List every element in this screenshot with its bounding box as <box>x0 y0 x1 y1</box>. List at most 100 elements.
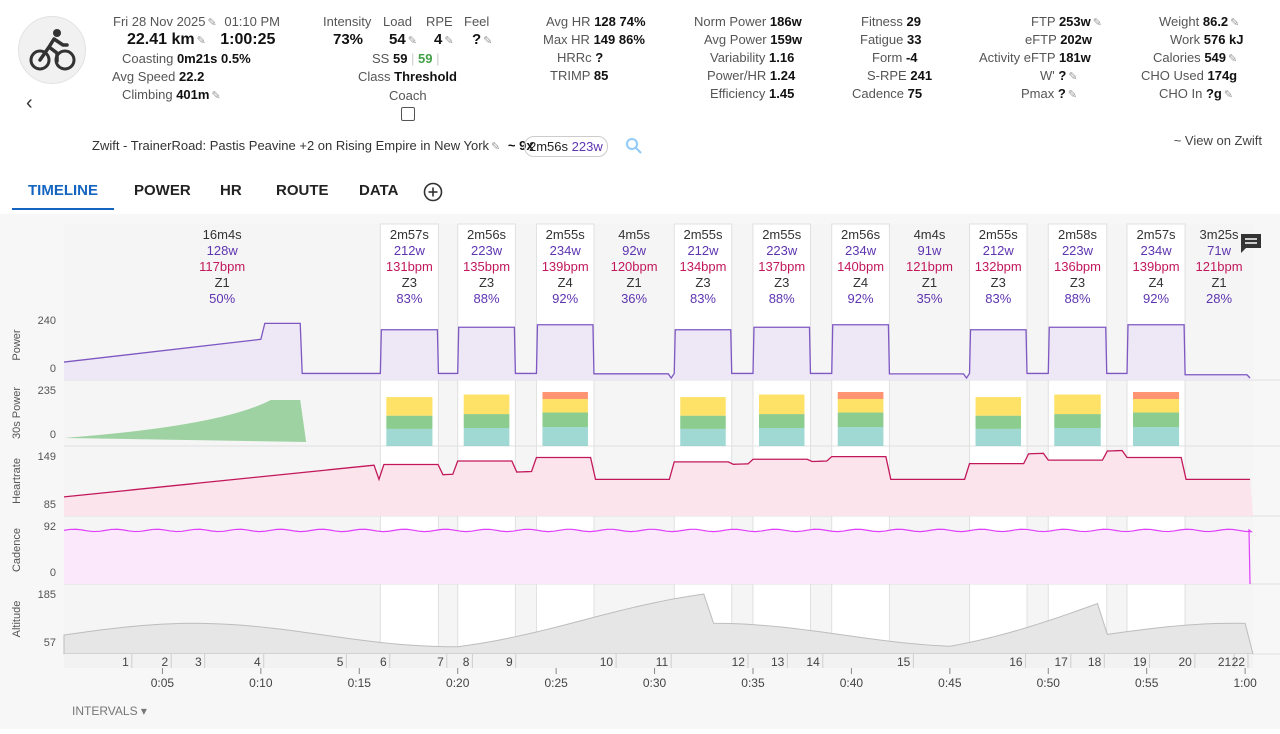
interval-duration-label: 2m57s <box>390 227 430 242</box>
interval-hr-label: 134bpm <box>679 259 726 274</box>
edit-pencil-icon[interactable]: ✎ <box>1230 17 1240 29</box>
zone-band <box>975 397 1022 416</box>
interval-duration-label: 2m55s <box>762 227 802 242</box>
edit-pencil-icon[interactable]: ✎ <box>483 35 493 47</box>
activity-distance-duration: 22.41 km ✎ 1:00:25 <box>127 31 276 48</box>
back-icon[interactable]: ‹ <box>26 92 33 114</box>
fitness-stat: Fitness 29 <box>861 14 921 29</box>
edit-pencil-icon[interactable]: ✎ <box>491 141 501 153</box>
lap-label: 17 <box>1054 655 1068 669</box>
edit-pencil-icon[interactable]: ✎ <box>207 17 217 29</box>
interval-zone-label: Z3 <box>695 275 710 290</box>
interval-hr-label: 136bpm <box>1054 259 1101 274</box>
edit-pencil-icon[interactable]: ✎ <box>1223 89 1234 101</box>
tab-power[interactable]: POWER <box>134 182 191 199</box>
lap-label: 21 <box>1218 655 1232 669</box>
intensity-label: Intensity <box>323 14 372 29</box>
edit-pencil-icon[interactable]: ✎ <box>196 35 206 47</box>
coach-checkbox[interactable] <box>401 107 415 121</box>
activity-name[interactable]: Zwift - TrainerRoad: Pastis Peavine +2 o… <box>92 138 534 153</box>
tab-route[interactable]: ROUTE <box>276 182 329 199</box>
edit-pencil-icon[interactable]: ✎ <box>1092 17 1102 29</box>
search-icon[interactable] <box>625 137 643 155</box>
zone-band <box>386 428 433 446</box>
power-hr-stat: Power/HR 1.24 <box>707 68 796 83</box>
add-tab-icon[interactable] <box>423 182 443 202</box>
interval-power-label: 212w <box>687 243 719 258</box>
interval-summary-chip[interactable]: 2m56s 223w <box>524 136 608 157</box>
lap-label: 2 <box>162 655 169 669</box>
interval-zone-label: Z4 <box>853 275 868 290</box>
lap-label: 22 <box>1232 655 1246 669</box>
view-on-zwift-link[interactable]: ~ View on Zwift <box>1173 133 1262 148</box>
zone-band <box>542 392 588 400</box>
interval-pct-label: 92% <box>552 291 578 306</box>
lap-label: 11 <box>656 655 669 669</box>
interval-duration-label: 3m25s <box>1200 227 1240 242</box>
edit-pencil-icon[interactable]: ✎ <box>444 35 454 47</box>
cho-used-stat: CHO Used 174g <box>1141 68 1238 83</box>
interval-zone-label: Z3 <box>402 275 417 290</box>
zone-band <box>680 428 726 446</box>
load-value: 54 ✎ <box>389 31 417 48</box>
lap-label: 16 <box>1009 655 1023 669</box>
x-tick-label: 1:00 <box>1233 676 1257 690</box>
interval-duration-label: 2m56s <box>467 227 507 242</box>
interval-hr-label: 121bpm <box>1196 259 1243 274</box>
power-series-line <box>63 322 1251 380</box>
lap-label: 5 <box>337 655 344 669</box>
wprime-stat: W' ? ✎ <box>1040 68 1078 83</box>
avg-hr-stat: Avg HR 128 74% <box>546 14 646 29</box>
interval-hr-label: 117bpm <box>199 259 245 274</box>
lap-label: 6 <box>380 655 387 669</box>
power-area <box>64 323 1253 380</box>
lap-label: 7 <box>437 655 444 669</box>
tab-data[interactable]: DATA <box>359 182 399 199</box>
work-stat: Work 576 kJ <box>1170 32 1244 47</box>
x-tick-label: 0:05 <box>151 676 175 690</box>
lap-label: 18 <box>1088 655 1102 669</box>
interval-duration-label: 16m4s <box>203 227 243 242</box>
interval-power-label: 223w <box>766 243 798 258</box>
activity-eftp-stat: Activity eFTP 181w <box>979 50 1091 65</box>
intervals-dropdown[interactable]: INTERVALS ▾ <box>72 704 147 718</box>
zone-band <box>837 392 884 400</box>
interval-pct-label: 50% <box>209 291 235 306</box>
x-tick-label: 0:35 <box>741 676 765 690</box>
zone-band <box>1133 399 1180 413</box>
edit-pencil-icon[interactable]: ✎ <box>407 35 417 47</box>
coasting-stat: Coasting 0m21s 0.5% <box>122 51 251 66</box>
tab-hr[interactable]: HR <box>220 182 242 199</box>
interval-hr-label: 137bpm <box>758 259 805 274</box>
y-tick-label: 185 <box>38 589 56 601</box>
zone-band <box>758 427 805 446</box>
x-tick-label: 0:30 <box>643 676 667 690</box>
interval-pct-label: 36% <box>621 291 647 306</box>
edit-pencil-icon[interactable]: ✎ <box>1067 89 1078 101</box>
cadence-area <box>64 529 1252 584</box>
timeline-chart[interactable]: 16m4s 128w 117bpm Z1 50% 2m57s 212w 131bpm Z3 83%… <box>0 214 1280 729</box>
zone-band <box>1133 427 1180 446</box>
interval-pct-label: 83% <box>985 291 1011 306</box>
y-tick-label: 240 <box>38 315 56 327</box>
comment-icon[interactable] <box>1239 232 1263 254</box>
interval-duration-label: 4m5s <box>618 227 650 242</box>
zone-band <box>1054 414 1101 428</box>
hr-series-line <box>63 449 1251 498</box>
interval-power-label: 212w <box>983 243 1015 258</box>
zone-band <box>463 414 510 428</box>
lap-label: 19 <box>1133 655 1147 669</box>
x-tick-label: 0:25 <box>544 676 568 690</box>
tab-timeline[interactable]: TIMELINE <box>12 176 114 210</box>
panel-axis-label: 30s Power <box>11 387 23 439</box>
edit-pencil-icon[interactable]: ✎ <box>1228 53 1238 65</box>
rpe-value[interactable]: 4 ✎ <box>434 31 454 48</box>
interval-zone-label: Z3 <box>1070 275 1085 290</box>
edit-pencil-icon[interactable]: ✎ <box>211 90 221 102</box>
fatigue-stat: Fatigue 33 <box>860 32 922 47</box>
timeline-svg[interactable]: 16m4s128w117bpmZ150%2m57s212w131bpmZ383%… <box>0 214 1280 729</box>
edit-pencil-icon[interactable]: ✎ <box>1068 71 1078 83</box>
feel-value[interactable]: ? ✎ <box>472 31 493 48</box>
calories-stat: Calories 549 ✎ <box>1153 50 1238 65</box>
interval-duration-label: 4m4s <box>914 227 946 242</box>
